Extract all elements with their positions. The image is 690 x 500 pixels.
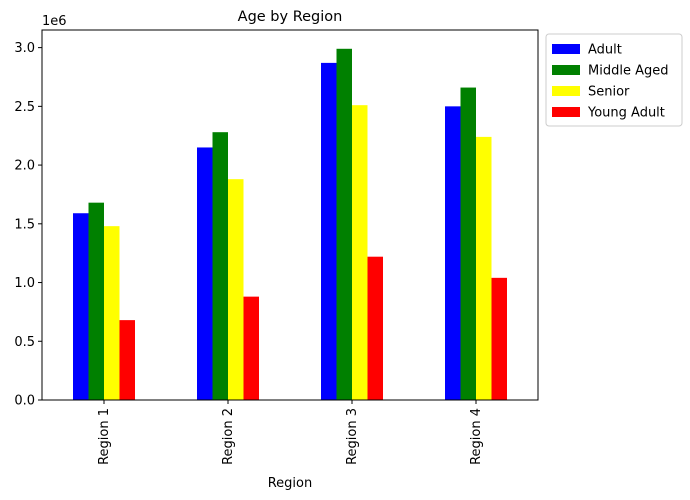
bar-senior-3 bbox=[352, 105, 368, 400]
legend-label: Young Adult bbox=[587, 106, 665, 121]
bar-adult-1 bbox=[73, 213, 89, 400]
x-axis: Region 1 Region 2 Region 3 Region 4 bbox=[97, 400, 484, 465]
bar-middle-aged-4 bbox=[460, 87, 476, 401]
bar-senior-1 bbox=[104, 226, 120, 400]
legend-swatch bbox=[552, 44, 580, 54]
bar-middle-aged-3 bbox=[336, 48, 352, 401]
y-tick-label: 1.5 bbox=[14, 217, 35, 232]
x-tick-label: Region 4 bbox=[469, 408, 484, 465]
y-tick-label: 2.0 bbox=[14, 159, 35, 174]
legend-label: Adult bbox=[588, 43, 622, 58]
bar-young-adult-1 bbox=[119, 320, 135, 400]
bar-adult-3 bbox=[321, 62, 337, 401]
y-offset-label: 1e6 bbox=[42, 14, 67, 29]
bar-young-adult-3 bbox=[367, 256, 383, 400]
y-tick-label: 0.0 bbox=[14, 394, 35, 409]
y-tick-label: 1.0 bbox=[14, 276, 35, 291]
legend-box bbox=[545, 33, 683, 127]
bar-adult-4 bbox=[445, 106, 461, 400]
bar-adult-2 bbox=[197, 147, 213, 400]
chart-title: Age by Region bbox=[238, 9, 343, 25]
bar-senior-4 bbox=[476, 136, 492, 400]
x-tick-label: Region 1 bbox=[97, 408, 112, 465]
bar-young-adult-2 bbox=[243, 296, 259, 400]
legend-label: Senior bbox=[588, 85, 630, 100]
bar-senior-2 bbox=[228, 179, 244, 400]
y-tick-label: 2.5 bbox=[14, 100, 35, 115]
bar-young-adult-4 bbox=[491, 277, 507, 400]
y-tick-label: 3.0 bbox=[14, 41, 35, 56]
y-axis: 0.0 0.5 1.0 1.5 2.0 2.5 3.0 bbox=[14, 41, 42, 409]
y-tick-label: 0.5 bbox=[14, 335, 35, 350]
legend-label: Middle Aged bbox=[588, 64, 668, 79]
x-tick-label: Region 2 bbox=[221, 408, 236, 465]
bar-middle-aged-2 bbox=[212, 132, 228, 400]
x-tick-label: Region 3 bbox=[345, 408, 360, 465]
legend-swatch bbox=[552, 86, 580, 96]
legend-swatch bbox=[552, 65, 580, 75]
x-axis-label: Region bbox=[268, 476, 313, 491]
legend-swatch bbox=[552, 107, 580, 117]
bar-middle-aged-1 bbox=[88, 202, 104, 400]
plot-frame bbox=[41, 29, 539, 401]
legend: Adult Middle Aged Senior Young Adult bbox=[545, 33, 683, 127]
bars-group bbox=[73, 48, 507, 401]
